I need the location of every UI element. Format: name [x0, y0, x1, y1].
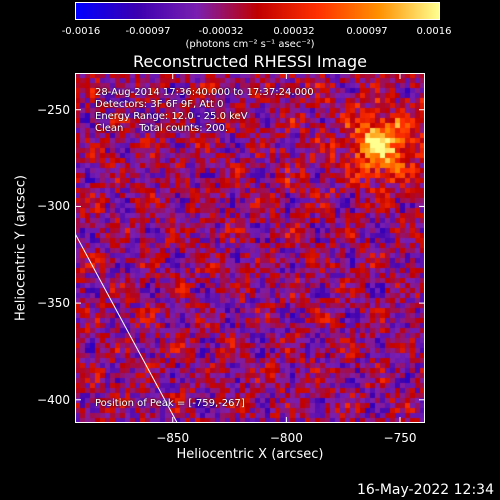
y-axis-label: Heliocentric Y (arcsec)	[13, 175, 29, 321]
annotation-peak-position: Position of Peak = [-759,-267]	[95, 398, 245, 409]
colorbar-gradient	[76, 3, 439, 19]
heatmap-image	[75, 73, 425, 423]
colorbar-tick-label: 0.0016	[416, 26, 452, 37]
colorbar-tick-label: -0.0016	[61, 26, 101, 37]
colorbar-tick-label: -0.00097	[125, 26, 171, 37]
colorbar-tick-label: 0.00097	[346, 26, 388, 37]
chart-title: Reconstructed RHESSI Image	[133, 52, 367, 71]
solar-limb-line	[75, 233, 178, 423]
x-tick-label: −850	[156, 431, 190, 445]
x-tick-label: −800	[269, 431, 303, 445]
y-tick-label: −300	[37, 199, 70, 214]
colorbar-unit-label: (photons cm⁻² s⁻¹ asec⁻²)	[185, 39, 315, 50]
colorbar-tick-label: 0.00032	[273, 26, 315, 37]
y-tick-label: −350	[37, 296, 70, 311]
footer-timestamp: 16-May-2022 12:34	[356, 482, 494, 498]
y-tick-label: −250	[37, 102, 70, 117]
annotation-energy-range: Energy Range: 12.0 - 25.0 keV	[95, 111, 248, 122]
x-axis-label: Heliocentric X (arcsec)	[176, 447, 324, 462]
annotation-clean-counts: Clean Total counts: 200.	[95, 123, 229, 134]
x-tick-label: −750	[383, 431, 417, 445]
colorbar-tick-label: -0.00032	[198, 26, 244, 37]
annotation-detectors: Detectors: 3F 6F 9F, Att 0	[95, 99, 224, 110]
annotation-time-range: 28-Aug-2014 17:36:40.000 to 17:37:24.000	[95, 87, 314, 98]
colorbar	[75, 2, 440, 20]
y-tick-label: −400	[37, 392, 70, 407]
plot-frame	[75, 73, 425, 423]
